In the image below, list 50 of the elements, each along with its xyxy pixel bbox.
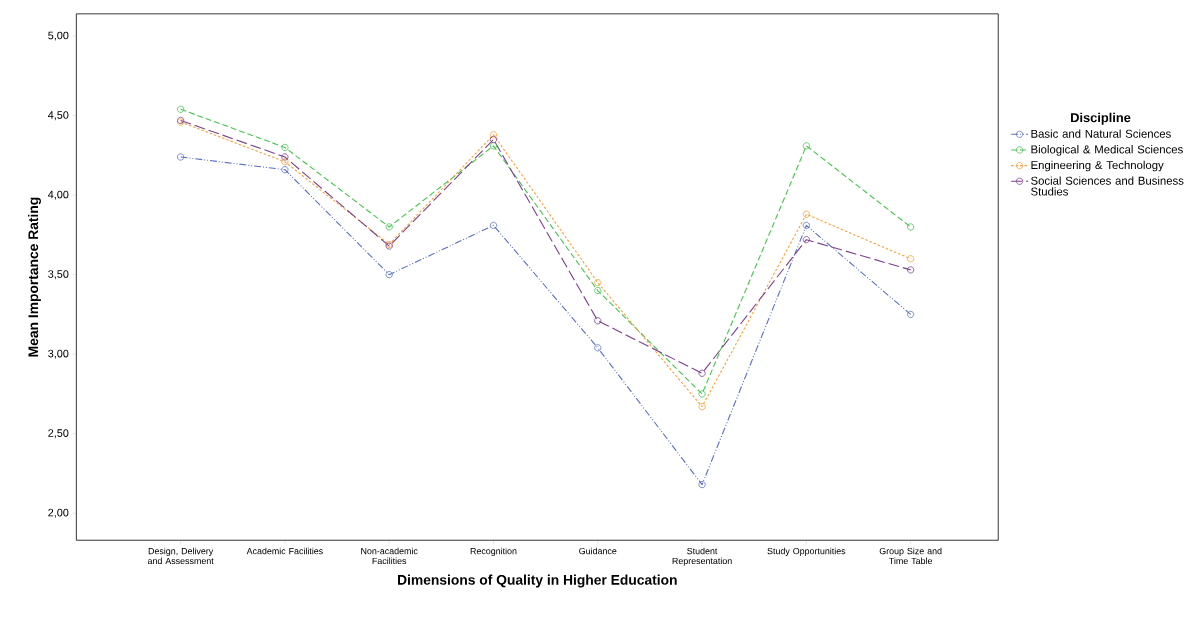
point: [698, 480, 706, 488]
x-tick-label: Student Representation: [672, 547, 732, 566]
y-tick-label: 2,50: [48, 428, 69, 438]
point: [177, 153, 185, 161]
y-tick-label: 4,50: [47, 110, 69, 120]
legend-label: Biological & Medical Sciences: [1031, 144, 1183, 156]
point: [281, 153, 289, 161]
y-tick-label: 3,50: [48, 269, 69, 279]
point: [177, 105, 185, 113]
x-tick-label: Academic Facilities: [246, 547, 323, 554]
point: [594, 344, 602, 352]
point: [907, 310, 915, 318]
x-tick-label: Non-academic Facilities: [361, 547, 418, 564]
legend-title: Discipline: [1071, 112, 1131, 125]
point: [281, 165, 289, 174]
point: [594, 278, 602, 286]
point: [385, 223, 393, 231]
point: [281, 157, 289, 166]
x-tick-label: Guidance: [579, 547, 617, 554]
point: [907, 266, 915, 274]
y-tick-label: 5,00: [48, 31, 69, 41]
point: [698, 369, 706, 377]
y-tick-label: 3,00: [48, 349, 69, 359]
point: [489, 130, 498, 139]
x-tick-label: Study Opportunities: [767, 547, 846, 556]
point: [594, 316, 602, 325]
point: [698, 390, 706, 398]
x-tick-label: Design, Delivery and Assessment: [147, 547, 214, 564]
legend-label: Social Sciences and Business Studies: [1031, 176, 1184, 196]
point: [802, 221, 810, 229]
point: [802, 235, 810, 243]
point: [802, 210, 810, 218]
point: [489, 221, 498, 229]
point: [489, 142, 498, 150]
legend-label: Basic and Natural Sciences: [1031, 129, 1171, 138]
y-tick-label: 2,00: [48, 508, 69, 518]
y-axis-title: Mean Importance Rating: [28, 197, 41, 357]
legend-label: Engineering & Technology: [1031, 160, 1164, 172]
point: [385, 270, 393, 278]
x-tick-label: Recognition: [470, 547, 517, 556]
point: [698, 402, 706, 410]
point: [907, 223, 915, 231]
point: [594, 286, 602, 294]
point: [802, 142, 810, 150]
point: [489, 135, 498, 143]
point: [907, 254, 915, 263]
point: [281, 143, 289, 151]
x-tick-label: Group Size and Time Table: [879, 547, 942, 564]
y-tick-label: 4,00: [47, 190, 69, 200]
x-axis-title: Dimensions of Quality in Higher Education: [398, 574, 677, 588]
